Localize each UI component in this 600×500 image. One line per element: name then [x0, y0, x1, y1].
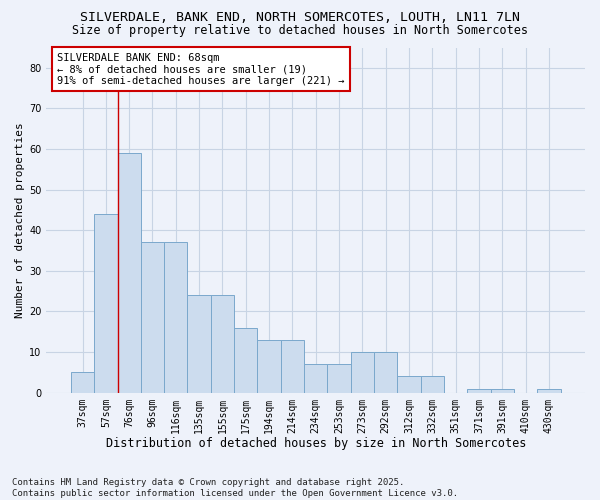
Bar — [491, 388, 514, 392]
Bar — [94, 214, 118, 392]
Text: Contains HM Land Registry data © Crown copyright and database right 2025.
Contai: Contains HM Land Registry data © Crown c… — [12, 478, 458, 498]
Text: SILVERDALE BANK END: 68sqm
← 8% of detached houses are smaller (19)
91% of semi-: SILVERDALE BANK END: 68sqm ← 8% of detac… — [57, 52, 344, 86]
Bar — [187, 295, 211, 392]
Bar — [257, 340, 281, 392]
Bar — [537, 388, 560, 392]
Bar — [350, 352, 374, 393]
Bar — [397, 376, 421, 392]
Y-axis label: Number of detached properties: Number of detached properties — [15, 122, 25, 318]
Bar — [374, 352, 397, 393]
Bar — [328, 364, 350, 392]
Bar — [234, 328, 257, 392]
Bar — [421, 376, 444, 392]
Bar — [281, 340, 304, 392]
Bar — [304, 364, 328, 392]
Bar — [467, 388, 491, 392]
Bar — [141, 242, 164, 392]
Bar — [118, 153, 141, 392]
Bar — [164, 242, 187, 392]
Text: Size of property relative to detached houses in North Somercotes: Size of property relative to detached ho… — [72, 24, 528, 37]
X-axis label: Distribution of detached houses by size in North Somercotes: Distribution of detached houses by size … — [106, 437, 526, 450]
Text: SILVERDALE, BANK END, NORTH SOMERCOTES, LOUTH, LN11 7LN: SILVERDALE, BANK END, NORTH SOMERCOTES, … — [80, 11, 520, 24]
Bar — [71, 372, 94, 392]
Bar — [211, 295, 234, 392]
